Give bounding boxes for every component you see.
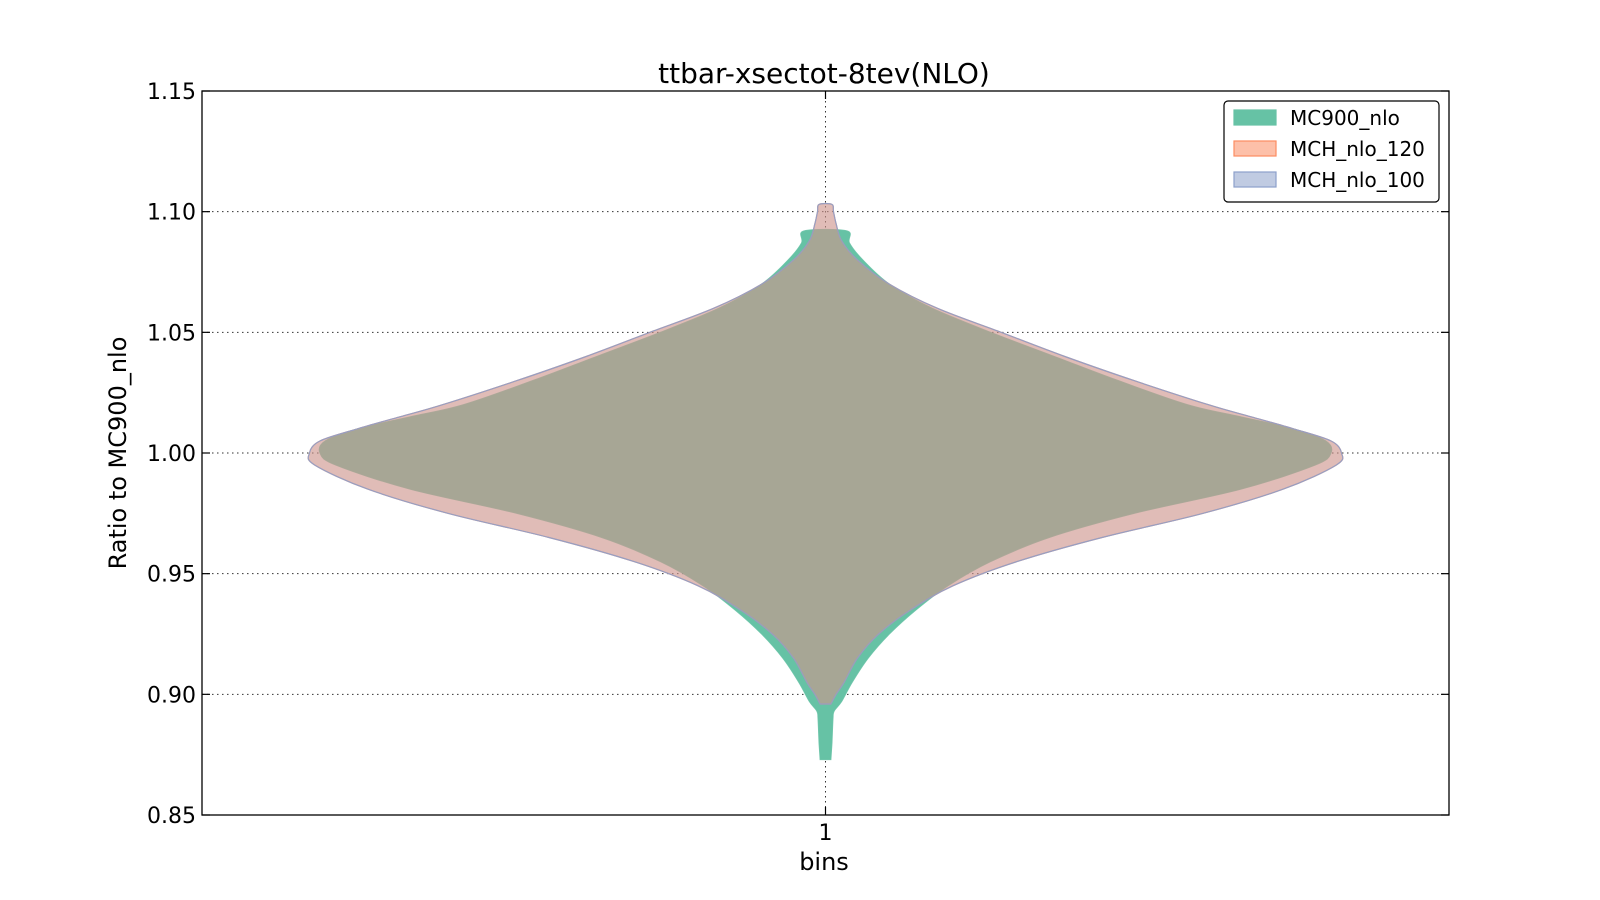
y-tick-label: 1.05	[147, 321, 196, 346]
y-tick-label: 0.90	[147, 683, 196, 708]
y-tick-label: 1.10	[147, 201, 196, 226]
y-tick-label: 0.95	[147, 563, 196, 588]
legend-label: MC900_nlo	[1290, 106, 1400, 130]
legend-swatch	[1233, 109, 1277, 126]
legend-label: MCH_nlo_120	[1290, 137, 1425, 161]
legend-swatch	[1233, 171, 1277, 188]
legend-box	[1223, 100, 1440, 203]
violins	[307, 202, 1344, 761]
y-axis-label: Ratio to MC900_nlo	[104, 337, 132, 570]
x-axis-label: bins	[799, 848, 849, 876]
y-tick-label: 1.00	[147, 442, 196, 467]
y-tick-label: 0.85	[147, 804, 196, 829]
y-tick-label: 1.15	[147, 80, 196, 105]
x-tick-label: 1	[819, 821, 833, 846]
y-axis-ticks: 0.85 0.90 0.95 1.00 1.05 1.10 1.15	[147, 80, 1449, 829]
x-axis-ticks: 1	[819, 91, 833, 846]
violin-mch-nlo-100	[307, 202, 1344, 705]
legend: MC900_nlo MCH_nlo_120 MCH_nlo_100	[1223, 100, 1440, 203]
legend-swatch	[1233, 140, 1277, 157]
legend-label: MCH_nlo_100	[1290, 168, 1425, 192]
chart-title: ttbar-xsectot-8tev(NLO)	[658, 57, 990, 90]
